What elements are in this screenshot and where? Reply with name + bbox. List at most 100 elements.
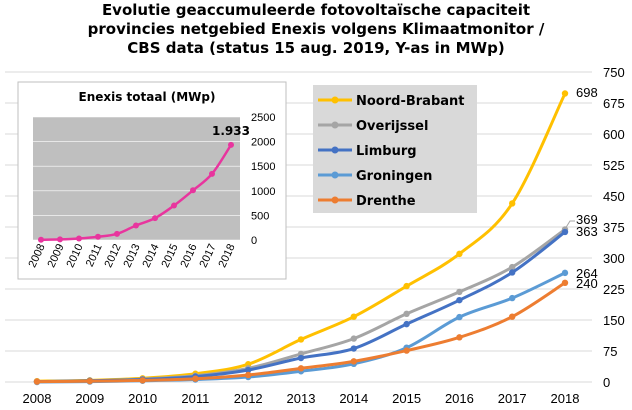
legend-label: Groningen: [356, 169, 432, 184]
inset-series-group: 1.933: [38, 124, 250, 243]
data-point-drenthe: [297, 365, 305, 372]
data-point-noord-brabant: [403, 282, 410, 290]
data-point-drenthe: [456, 334, 463, 341]
chart-title-line-3: CBS data (status 15 aug. 2019, Y-as in M…: [127, 39, 505, 57]
inset-data-point: [190, 187, 196, 194]
legend-swatch-marker: [331, 196, 339, 204]
data-point-drenthe: [403, 347, 410, 354]
data-point-overijssel: [509, 263, 516, 271]
main-x-tick-label: 2011: [181, 391, 209, 406]
data-point-drenthe: [192, 375, 199, 382]
end-label-limburg: 363: [576, 224, 598, 239]
legend-label: Overijssel: [356, 119, 428, 134]
data-point-overijssel: [350, 335, 357, 342]
legend-item-overijssel: Overijssel: [318, 119, 428, 134]
inset-data-point: [114, 230, 120, 237]
end-label-groningen: 264: [576, 266, 598, 281]
data-point-groningen: [509, 294, 516, 302]
legend-label: Drenthe: [356, 194, 416, 209]
main-y-tick-label: 450: [603, 189, 625, 204]
main-x-tick-label: 2012: [234, 391, 263, 406]
inset-y-tick-label: 1000: [251, 186, 275, 198]
data-point-drenthe: [139, 377, 146, 384]
end-label-overijssel: 369: [576, 212, 598, 227]
data-point-drenthe: [350, 358, 357, 365]
inset-data-point: [95, 233, 101, 240]
main-x-tick-label: 2015: [392, 391, 421, 406]
data-point-noord-brabant: [561, 90, 569, 97]
inset-y-tick-label: 0: [251, 235, 257, 247]
main-x-tick-label: 2009: [75, 391, 104, 406]
inset-data-point: [133, 222, 139, 229]
end-label-leader-line: [564, 220, 575, 230]
data-point-limburg: [456, 296, 463, 304]
data-point-noord-brabant: [509, 200, 516, 207]
inset-end-label: 1.933: [212, 124, 250, 138]
data-point-groningen: [456, 313, 463, 321]
data-point-drenthe: [561, 279, 569, 286]
data-point-drenthe: [33, 378, 41, 385]
legend: Noord-Brabant Overijssel Limburg Groningen D…: [313, 85, 477, 213]
data-point-limburg: [403, 320, 410, 328]
legend-item-drenthe: Drenthe: [318, 194, 416, 209]
data-point-noord-brabant: [350, 313, 357, 320]
data-point-limburg: [297, 354, 305, 362]
data-point-noord-brabant: [456, 250, 463, 258]
inset-data-point: [57, 236, 63, 243]
data-point-drenthe: [86, 377, 94, 385]
legend-label: Limburg: [356, 144, 417, 159]
inset-y-tick-label: 500: [251, 210, 269, 222]
end-label-noord-brabant: 698: [576, 85, 598, 100]
legend-swatch-marker: [331, 146, 339, 154]
inset-y-tick-label: 2000: [251, 137, 275, 149]
data-point-overijssel: [403, 310, 410, 317]
main-x-tick-label: 2010: [128, 391, 157, 406]
series-drenthe: [33, 279, 569, 385]
legend-swatch-marker: [331, 121, 339, 129]
inset-data-point: [171, 202, 177, 209]
legend-swatch-marker: [331, 96, 339, 104]
main-y-tick-label: 300: [603, 251, 625, 266]
main-y-tick-label: 525: [603, 158, 625, 173]
chart-title: Evolutie geaccumuleerde fotovoltaïsche c…: [0, 1, 632, 58]
end-label-drenthe: 240: [576, 276, 598, 291]
main-y-tick-label: 600: [603, 127, 625, 142]
inset-x-tick-labels: 2008200920102011201220132014201520162017…: [26, 242, 237, 269]
inset-y-tick-label: 2500: [251, 112, 275, 124]
legend-item-groningen: Groningen: [318, 169, 432, 184]
inset-y-tick-label: 1500: [251, 161, 275, 173]
inset-plot-area: [33, 117, 240, 240]
main-series-group: [33, 90, 569, 386]
main-x-tick-label: 2008: [23, 391, 52, 406]
main-x-tick-label: 2018: [551, 391, 580, 406]
data-point-noord-brabant: [297, 336, 305, 343]
legend-item-limburg: Limburg: [318, 144, 417, 159]
main-y-tick-label: 375: [603, 220, 625, 235]
inset-data-point: [38, 236, 44, 243]
main-y-tick-label: 0: [603, 375, 610, 390]
data-point-drenthe: [509, 313, 516, 320]
main-x-tick-label: 2017: [498, 391, 527, 406]
legend-swatch-marker: [331, 171, 339, 179]
main-x-tick-label: 2013: [287, 391, 316, 406]
data-point-limburg: [509, 269, 516, 276]
data-point-limburg: [245, 366, 252, 374]
main-x-tick-label: 2014: [339, 391, 368, 406]
main-x-tick-label: 2016: [445, 391, 474, 406]
inset-data-point: [228, 141, 234, 148]
legend-item-noord-brabant: Noord-Brabant: [318, 94, 465, 109]
main-y-tick-label: 75: [603, 344, 617, 359]
main-y-tick-labels: 0 75 150 225 300 375 450 525 600 675 750: [603, 65, 625, 390]
main-y-tick-label: 225: [603, 282, 625, 297]
inset-data-point: [152, 215, 158, 222]
chart-title-line-2: provincies netgebied Enexis volgens Klim…: [87, 20, 545, 38]
inset-data-point: [209, 170, 215, 177]
data-point-overijssel: [456, 288, 463, 296]
data-point-limburg: [350, 345, 357, 352]
inset-chart: Enexis totaal (MWp) 0 500 1000 1500 2000 2500…: [17, 81, 287, 280]
data-point-drenthe: [245, 371, 252, 379]
main-y-tick-label: 750: [603, 65, 625, 80]
main-y-tick-label: 675: [603, 96, 625, 111]
